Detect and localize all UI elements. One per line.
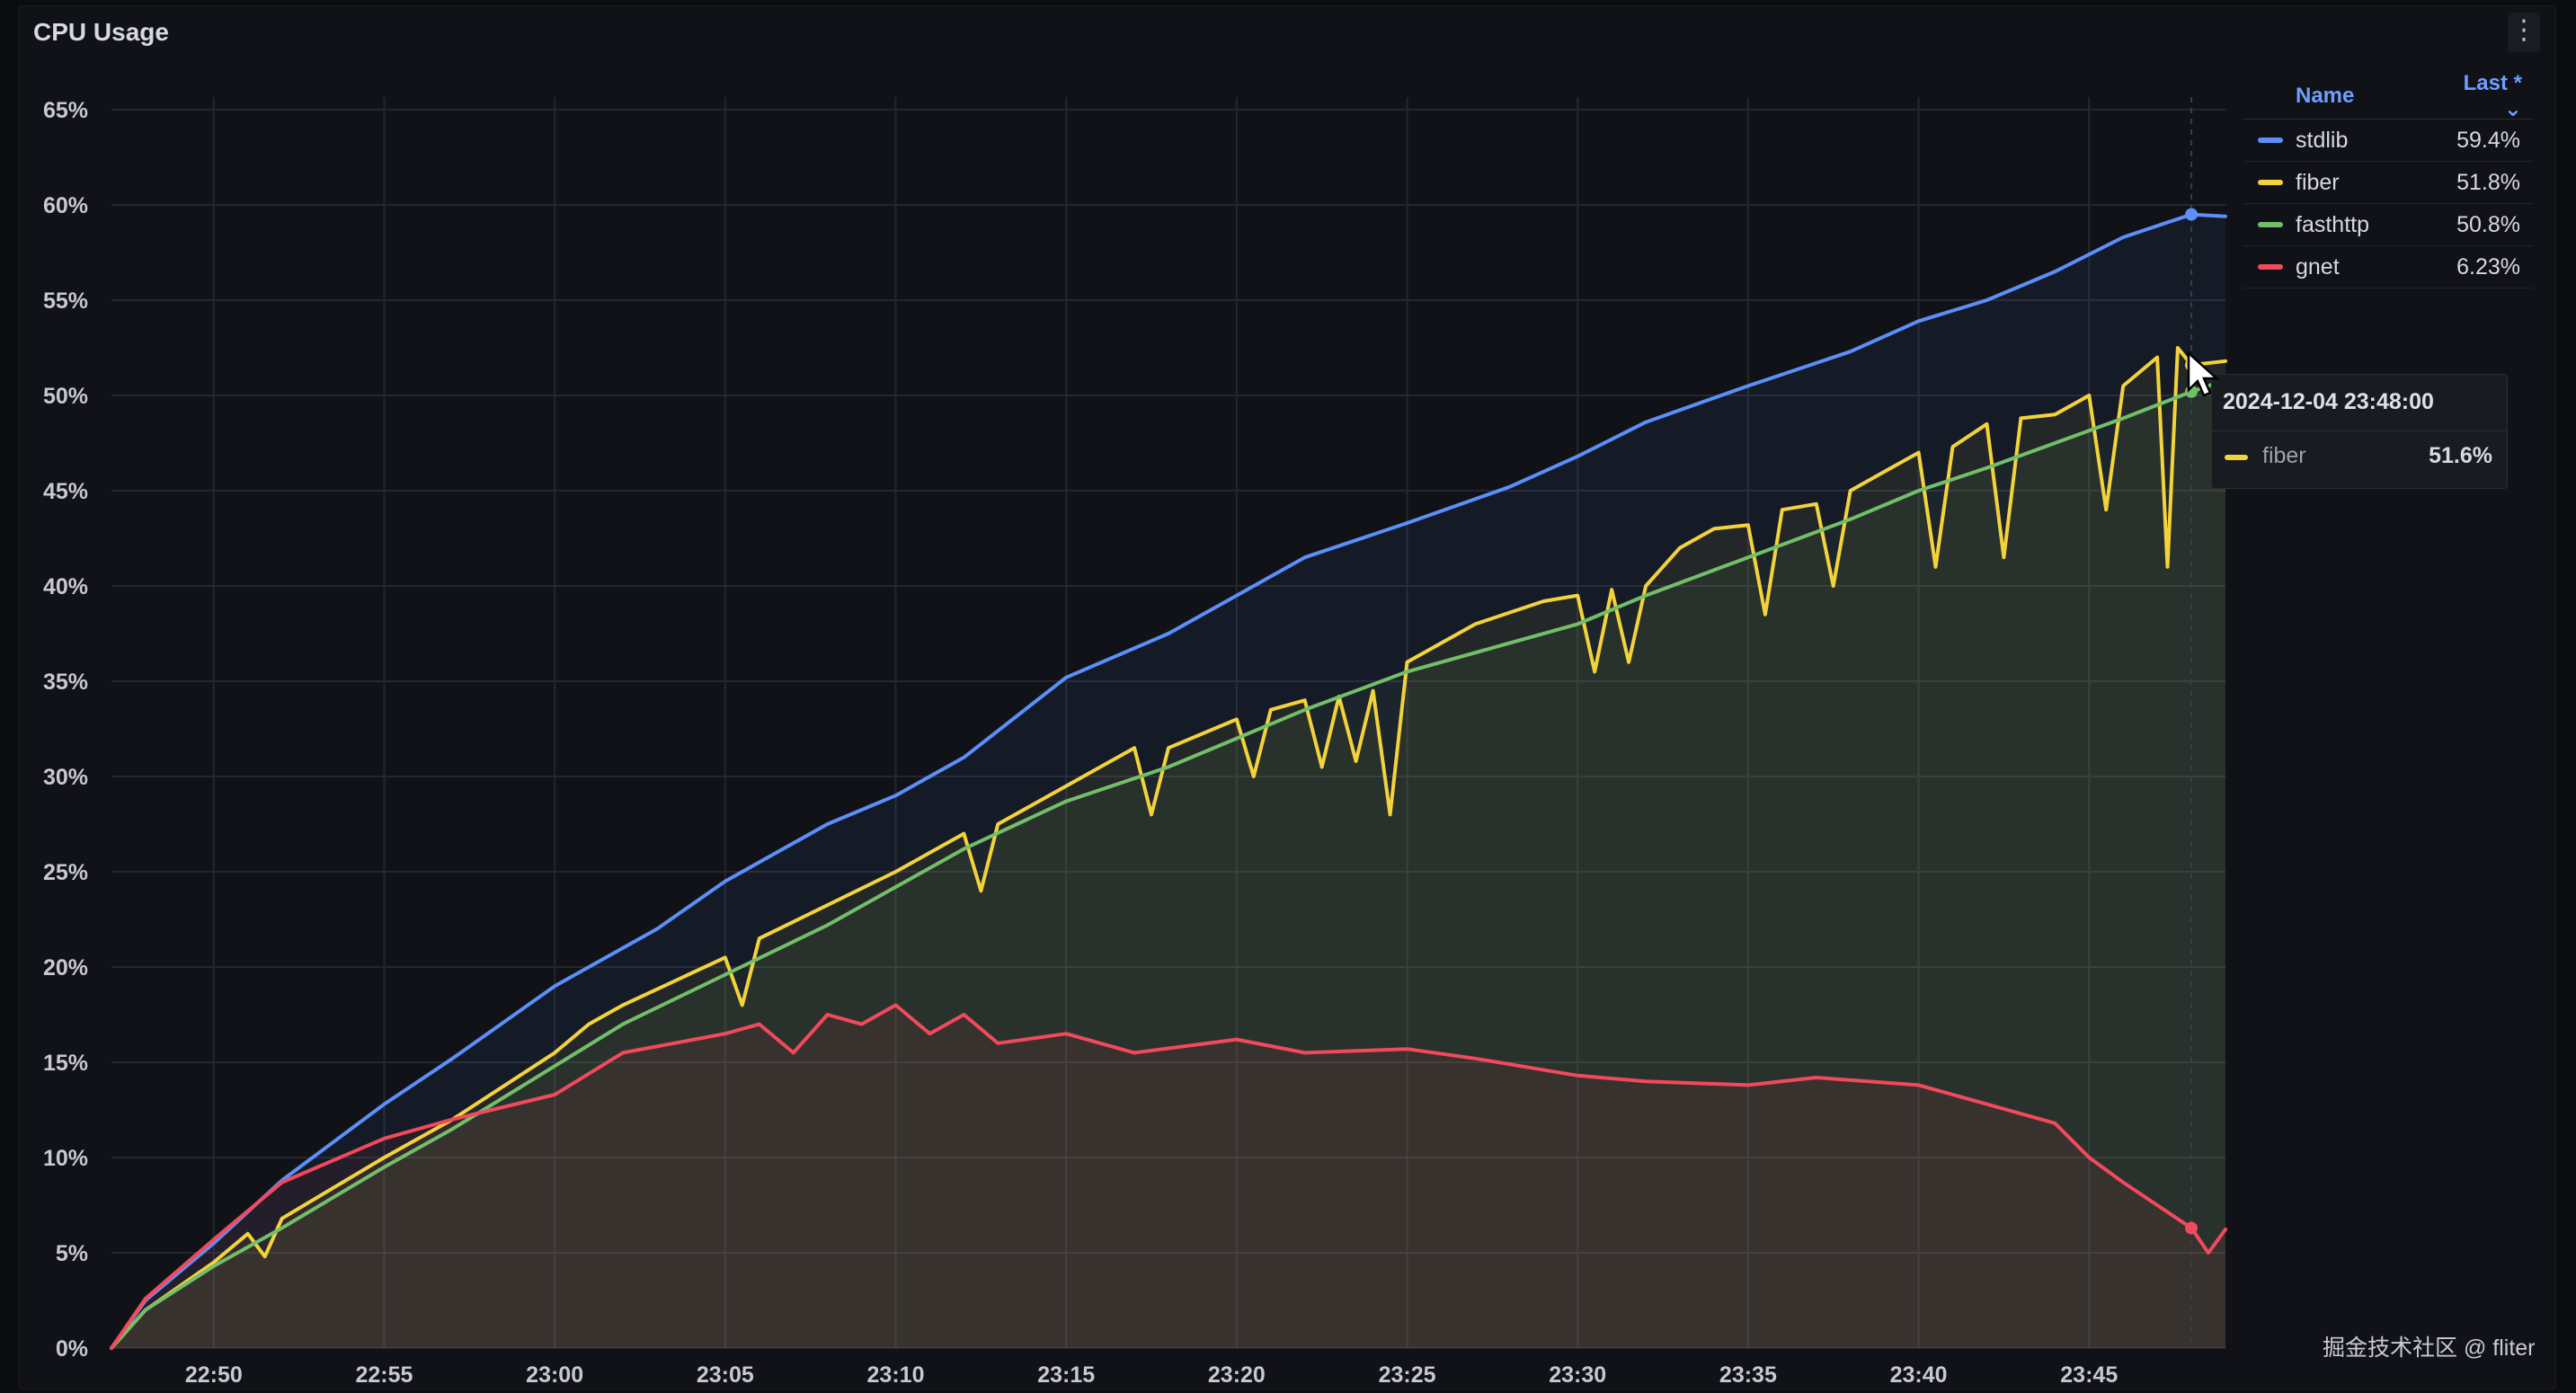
y-tick-label: 0%	[56, 1336, 88, 1362]
x-tick-label: 23:00	[526, 1362, 583, 1388]
legend-series-name: fasthttp	[2296, 211, 2369, 237]
series-areas	[111, 214, 2225, 1349]
x-axis-ticks: 22:50 22:55 23:00 23:05 23:10 23:15 23:20 23:25…	[185, 1362, 2118, 1388]
y-axis-ticks: 0% 5% 10% 15% 20% 25% 30% 35% 40% 45% 50% 55% 60% 65%	[43, 98, 88, 1362]
y-tick-label: 25%	[43, 860, 88, 885]
chart-grid	[111, 97, 2225, 1349]
hover-point-gnet	[2185, 1221, 2198, 1235]
legend-last-header[interactable]: Last * ⌄	[2463, 70, 2522, 121]
y-tick-label: 5%	[56, 1241, 88, 1266]
legend-swatch	[2258, 264, 2283, 270]
legend-series-name: stdlib	[2296, 127, 2349, 153]
series-area-gnet	[111, 1005, 2225, 1348]
x-tick-label: 23:05	[697, 1362, 754, 1388]
x-tick-label: 22:55	[356, 1362, 413, 1388]
legend-row-fasthttp[interactable]: fasthttp 50.8%	[2243, 204, 2533, 246]
y-tick-label: 50%	[43, 384, 88, 409]
tooltip-series-value: 51.6%	[2429, 443, 2492, 468]
tooltip-timestamp: 2024-12-04 23:48:00	[2223, 389, 2434, 414]
x-tick-label: 23:40	[1890, 1362, 1948, 1388]
panel-menu-icon[interactable]: ⋮	[2508, 13, 2540, 52]
y-tick-label: 65%	[43, 98, 88, 123]
legend-row-fiber[interactable]: fiber 51.8%	[2243, 162, 2533, 204]
legend-swatch	[2258, 138, 2283, 143]
panel-title: CPU Usage	[33, 18, 169, 46]
watermark: 掘金技术社区 @ fliter	[2323, 1335, 2536, 1361]
x-tick-label: 23:20	[1208, 1362, 1266, 1388]
y-tick-label: 30%	[43, 765, 88, 790]
series-area-stdlib	[111, 214, 2225, 1349]
mouse-pointer-icon	[2187, 350, 2220, 397]
legend-series-name: gnet	[2296, 253, 2340, 279]
legend-header: Name Last * ⌄	[2243, 70, 2533, 121]
x-tick-label: 22:50	[185, 1362, 243, 1388]
series-lines	[110, 212, 2227, 1350]
y-tick-label: 15%	[43, 1051, 88, 1076]
series-line-gnet	[110, 1003, 2227, 1350]
x-tick-label: 23:45	[2060, 1362, 2118, 1388]
y-tick-label: 40%	[43, 574, 88, 599]
tooltip-divider	[2212, 430, 2507, 431]
legend-row-stdlib[interactable]: stdlib 59.4%	[2243, 120, 2533, 162]
legend-series-last: 51.8%	[2456, 169, 2520, 195]
x-tick-label: 23:15	[1037, 1362, 1095, 1388]
series-area-fiber	[111, 348, 2225, 1348]
y-tick-label: 10%	[43, 1146, 88, 1171]
series-line-fasthttp	[110, 378, 2227, 1350]
series-line-fiber	[110, 346, 2227, 1350]
y-tick-label: 55%	[43, 288, 88, 314]
legend-series-last: 59.4%	[2456, 127, 2520, 153]
legend-series-last: 50.8%	[2456, 211, 2520, 237]
y-tick-label: 35%	[43, 670, 88, 695]
hover-tooltip: 2024-12-04 23:48:00 fiber 51.6%	[2211, 374, 2508, 489]
cpu-usage-panel	[18, 5, 2556, 1389]
y-tick-label: 60%	[43, 193, 88, 218]
x-tick-label: 23:30	[1549, 1362, 1606, 1388]
legend-swatch	[2258, 222, 2283, 227]
series-area-fasthttp	[111, 380, 2225, 1348]
x-tick-label: 23:10	[867, 1362, 925, 1388]
tooltip-swatch	[2225, 455, 2248, 460]
y-tick-label: 20%	[43, 955, 88, 980]
legend-swatch	[2258, 180, 2283, 185]
legend-series-last: 6.23%	[2456, 253, 2520, 279]
series-line-stdlib	[110, 212, 2227, 1350]
y-tick-label: 45%	[43, 479, 88, 504]
legend-table: Name Last * ⌄ stdlib 59.4% fiber 51.8% f…	[2243, 70, 2533, 288]
legend-row-gnet[interactable]: gnet 6.23%	[2243, 246, 2533, 288]
x-tick-label: 23:35	[1719, 1362, 1777, 1388]
tooltip-series-name: fiber	[2262, 443, 2306, 468]
legend-series-name: fiber	[2296, 169, 2340, 195]
x-tick-label: 23:25	[1379, 1362, 1436, 1388]
legend-name-header[interactable]: Name	[2296, 84, 2355, 108]
hover-point-stdlib	[2185, 208, 2198, 221]
